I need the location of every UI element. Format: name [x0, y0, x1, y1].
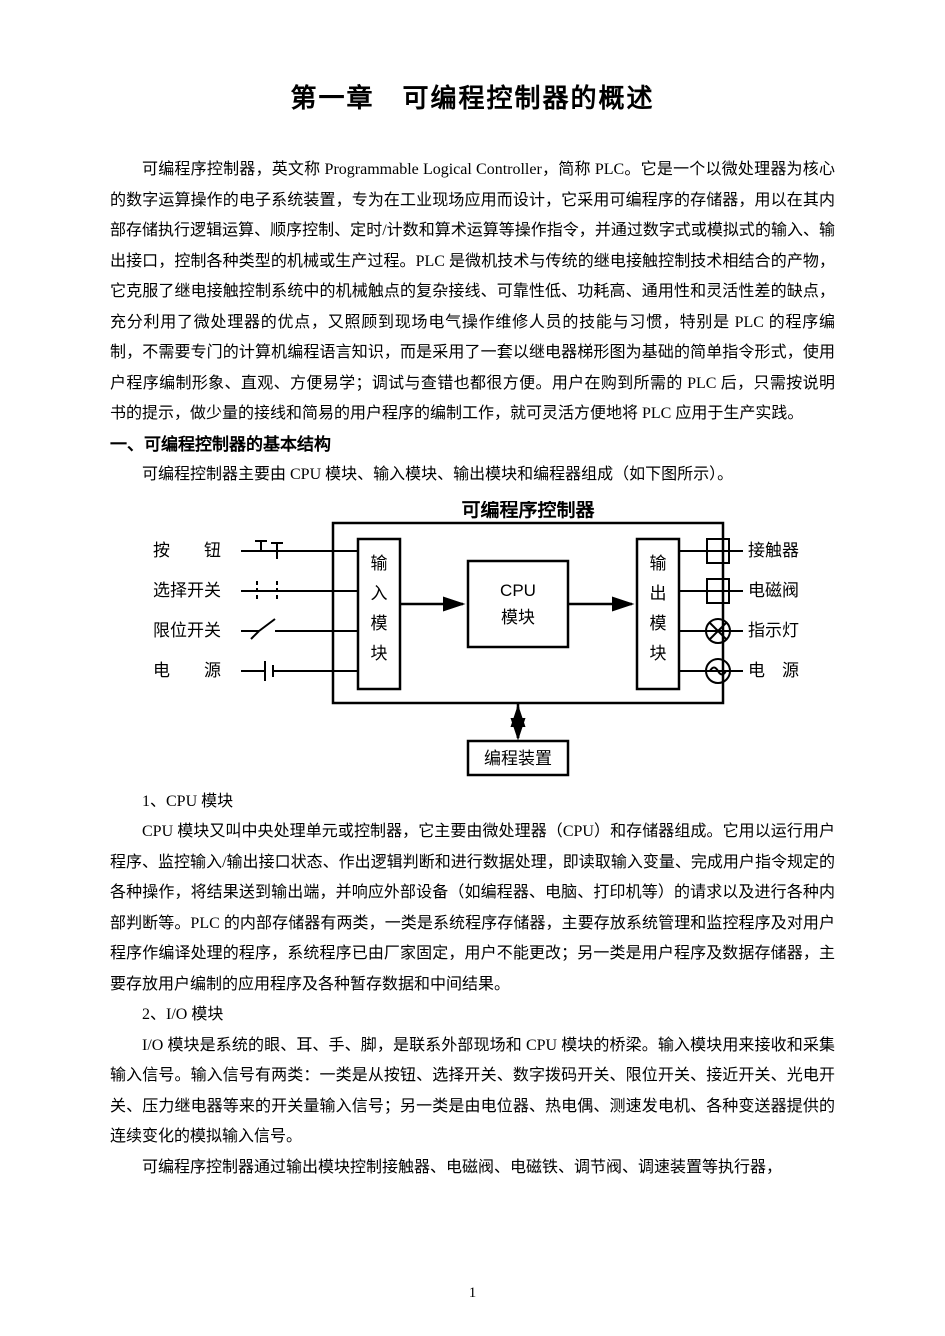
- left-label-2: 限位开关: [153, 621, 221, 640]
- intro-paragraph: 可编程序控制器，英文称 Programmable Logical Control…: [110, 155, 835, 430]
- right-label-2: 指示灯: [748, 621, 799, 640]
- plc-diagram: 可编程序控制器 按 钮 选择开关 限位开关 电 源 接触器 电磁阀 指示灯 电 …: [110, 501, 835, 781]
- left-label-0: 按 钮: [153, 541, 221, 560]
- section-heading-1: 一、可编程控制器的基本结构: [110, 430, 835, 461]
- paragraph-3: I/O 模块是系统的眼、耳、手、脚，是联系外部现场和 CPU 模块的桥梁。输入模…: [110, 1031, 835, 1153]
- right-label-0: 接触器: [748, 541, 799, 560]
- paragraph-1: 可编程控制器主要由 CPU 模块、输入模块、输出模块和编程器组成（如下图所示）。: [110, 460, 835, 491]
- subheading-2: 2、I/O 模块: [110, 1000, 835, 1031]
- svg-text:CPU: CPU: [500, 581, 536, 600]
- paragraph-2: CPU 模块又叫中央处理单元或控制器，它主要由微处理器（CPU）和存储器组成。它…: [110, 817, 835, 1000]
- page-title: 第一章 可编程控制器的概述: [110, 78, 835, 115]
- svg-text:模: 模: [649, 614, 666, 633]
- svg-text:模: 模: [370, 614, 387, 633]
- svg-text:出: 出: [649, 584, 666, 603]
- diagram-top-label: 可编程序控制器: [461, 501, 595, 521]
- paragraph-4: 可编程序控制器通过输出模块控制接触器、电磁阀、电磁铁、调节阀、调速装置等执行器，: [110, 1153, 835, 1184]
- svg-text:块: 块: [649, 644, 666, 663]
- right-label-3: 电 源: [748, 661, 799, 680]
- svg-text:入: 入: [370, 584, 387, 603]
- left-label-1: 选择开关: [153, 581, 221, 600]
- subheading-1: 1、CPU 模块: [110, 787, 835, 818]
- right-label-1: 电磁阀: [748, 581, 799, 600]
- svg-text:模块: 模块: [501, 608, 535, 627]
- svg-text:块: 块: [370, 644, 387, 663]
- page-number: 1: [0, 1285, 945, 1302]
- left-label-3: 电 源: [153, 661, 221, 680]
- svg-text:编程装置: 编程装置: [484, 749, 552, 768]
- svg-text:输: 输: [370, 554, 387, 573]
- svg-text:输: 输: [649, 554, 666, 573]
